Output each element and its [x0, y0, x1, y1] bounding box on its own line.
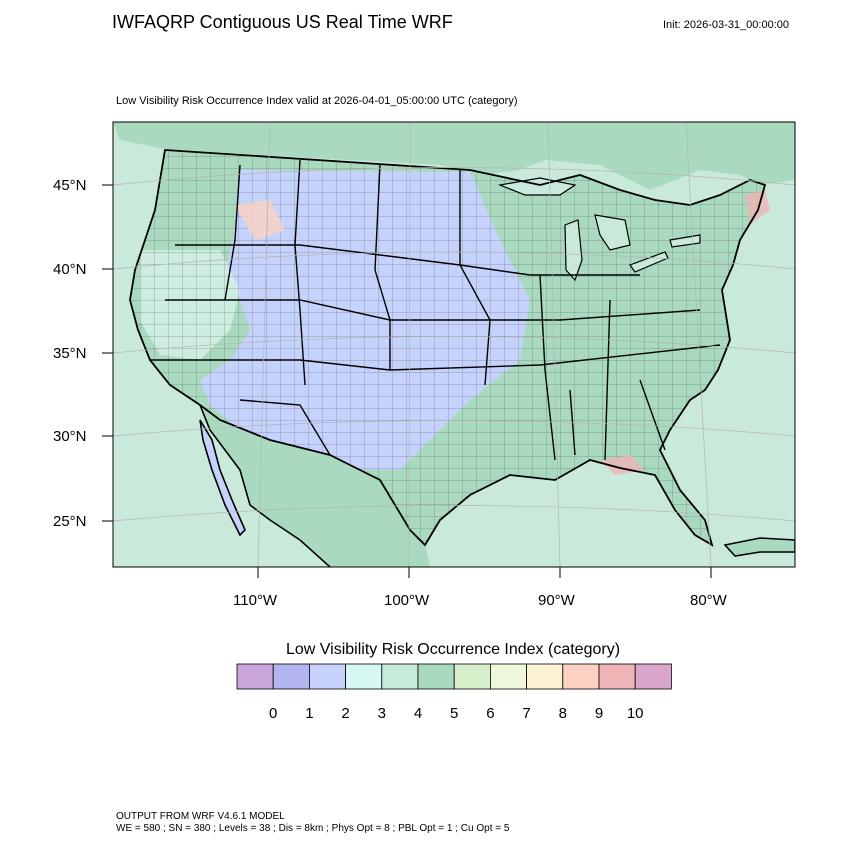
- lat-ticks: [102, 184, 113, 522]
- canada-land: [113, 122, 795, 190]
- main-title: IWFAQRP Contiguous US Real Time WRF: [112, 12, 453, 32]
- legend-title: Low Visibility Risk Occurrence Index (ca…: [285, 641, 621, 658]
- mexico-coastline: [199, 404, 331, 567]
- legend-swatch: [381, 663, 419, 690]
- legend-value: 4: [414, 705, 422, 722]
- footer-model-line: OUTPUT FROM WRF V4.6.1 MODEL: [116, 811, 285, 822]
- footer-config-line: WE = 580 ; SN = 380 ; Levels = 38 ; Dis …: [116, 823, 510, 834]
- lake-erie: [629, 251, 669, 273]
- legend-value: 10: [627, 705, 644, 722]
- lon-label: 110°W: [233, 592, 278, 609]
- legend-value: 2: [341, 705, 349, 722]
- init-time: Init: 2026-03-31_00:00:00: [663, 19, 789, 31]
- us-coastline: [129, 149, 767, 547]
- lon-label: 80°W: [690, 592, 728, 609]
- legend-swatch: [236, 663, 274, 690]
- baja-peninsula: [199, 419, 246, 537]
- legend-value: 6: [486, 705, 494, 722]
- legend-swatch: [272, 663, 310, 690]
- lat-label: 40°N: [53, 261, 87, 278]
- legend-swatch: [562, 663, 600, 690]
- legend-swatch: [634, 663, 672, 690]
- map-area: [113, 122, 795, 567]
- legend-value: 5: [450, 705, 458, 722]
- category-8-patch: [235, 200, 285, 240]
- mexico-land: [200, 405, 430, 567]
- legend-value: 9: [595, 705, 603, 722]
- lat-label: 35°N: [53, 345, 87, 362]
- lat-label: 45°N: [53, 177, 87, 194]
- lat-label: 25°N: [53, 513, 87, 530]
- lon-labels: 110°W 100°W 90°W 80°W: [233, 592, 728, 609]
- graticule: [113, 122, 795, 567]
- cuba-coast: [723, 537, 795, 557]
- state-boundaries: [150, 159, 721, 461]
- legend-swatch: [598, 663, 636, 690]
- lake-superior: [497, 177, 577, 196]
- legend-swatch: [417, 663, 455, 690]
- legend-value: 1: [305, 705, 313, 722]
- lat-label: 30°N: [53, 428, 87, 445]
- legend-value: 7: [522, 705, 530, 722]
- legend-swatch: [489, 663, 527, 690]
- legend-colorbar: [236, 663, 672, 690]
- legend-swatch: [526, 663, 564, 690]
- plot-title: Low Visibility Risk Occurrence Index val…: [116, 95, 518, 107]
- legend-swatch: [345, 663, 383, 690]
- lon-ticks: [257, 567, 712, 578]
- lon-label: 90°W: [538, 592, 576, 609]
- county-boundaries: [130, 150, 765, 545]
- legend-swatch: [453, 663, 491, 690]
- legend-value: 0: [269, 705, 277, 722]
- category-9-patch: [745, 190, 770, 225]
- lat-labels: 45°N 40°N 35°N 30°N 25°N: [53, 177, 87, 530]
- legend-value: 8: [559, 705, 567, 722]
- map-frame: [112, 121, 796, 568]
- lon-label: 100°W: [384, 592, 430, 609]
- legend-value: 3: [378, 705, 386, 722]
- lake-huron: [594, 214, 631, 251]
- legend-swatch: [308, 663, 346, 690]
- lake-michigan: [564, 219, 583, 282]
- legend-labels: 0 1 2 3 4 5 6 7 8 9 10: [269, 705, 644, 722]
